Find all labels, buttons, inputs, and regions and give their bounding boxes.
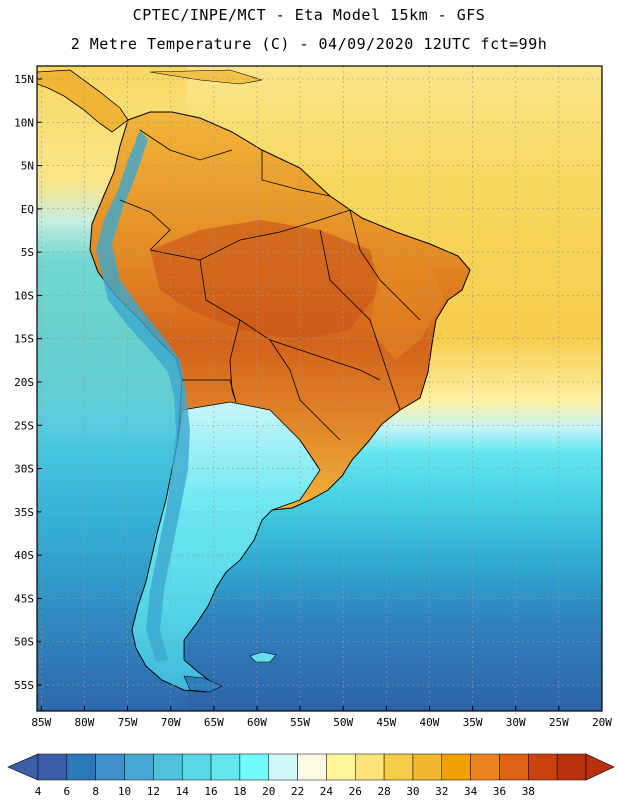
lon-tick-label: 65W xyxy=(204,716,224,729)
lon-tick-label: 40W xyxy=(420,716,440,729)
colorbar-swatch xyxy=(153,753,183,781)
colorbar-tick-label: 20 xyxy=(262,785,275,798)
lon-tick-label: 75W xyxy=(118,716,138,729)
colorbar-tick-label: 8 xyxy=(92,785,99,798)
andes-cold-band xyxy=(96,130,190,662)
colorbar-swatch xyxy=(326,753,356,781)
colorbar-swatch xyxy=(268,753,298,781)
colorbar-tick-label: 10 xyxy=(118,785,131,798)
lat-tick-label: 35S xyxy=(14,506,34,519)
lat-tick-label: 30S xyxy=(14,463,34,476)
colorbar-swatch xyxy=(66,753,96,781)
colorbar-tick-label: 12 xyxy=(147,785,160,798)
colorbar-low-arrow xyxy=(7,753,39,781)
colorbar-tick-label: 6 xyxy=(64,785,71,798)
colorbar-tick-label: 14 xyxy=(176,785,190,798)
tierra-del-fuego xyxy=(183,675,223,693)
colorbar-swatch xyxy=(181,753,212,781)
graticule-lines xyxy=(37,66,603,711)
colorbar-swatch xyxy=(37,753,68,781)
country-borders xyxy=(119,129,421,471)
lat-tick-label: 50S xyxy=(14,636,34,649)
lon-tick-label: 60W xyxy=(247,716,267,729)
colorbar-tick-label: 28 xyxy=(377,785,390,798)
lat-tick-label: 5S xyxy=(21,246,34,259)
lat-tick-label: 10N xyxy=(14,116,34,129)
colorbar-high-arrow xyxy=(585,753,615,781)
colorbar-swatch xyxy=(441,753,471,781)
lat-tick-label: 10S xyxy=(14,289,34,302)
lat-tick-label: 15S xyxy=(14,333,34,346)
colorbar-tick-label: 34 xyxy=(464,785,478,798)
lon-tick-label: 50W xyxy=(333,716,353,729)
map-frame xyxy=(36,65,603,712)
lat-tick-label: 45S xyxy=(14,592,34,605)
lon-tick-label: 20W xyxy=(592,716,612,729)
lon-tick-label: 55W xyxy=(290,716,310,729)
colorbar-tick-label: 26 xyxy=(349,785,362,798)
colorbar-swatch xyxy=(95,753,125,781)
lon-tick-label: 45W xyxy=(376,716,396,729)
colorbar-swatch xyxy=(412,753,443,781)
colorbar-tick-label: 36 xyxy=(493,785,506,798)
colorbar-tick-label: 30 xyxy=(406,785,419,798)
chart-title-line2: 2 Metre Temperature (C) - 04/09/2020 12U… xyxy=(70,35,548,53)
colorbar-tick-label: 18 xyxy=(233,785,246,798)
caribbean-islands xyxy=(149,69,263,85)
colorbar-tick-label: 24 xyxy=(320,785,334,798)
colorbar-tick-label: 38 xyxy=(522,785,535,798)
lon-tick-label: 25W xyxy=(549,716,569,729)
lon-tick-label: 70W xyxy=(161,716,181,729)
lon-tick-label: 85W xyxy=(31,716,51,729)
central-america-landmass xyxy=(37,69,129,133)
colorbar-swatch xyxy=(355,753,385,781)
lat-tick-label: 20S xyxy=(14,376,34,389)
colorbar-swatch xyxy=(210,753,241,781)
lat-tick-label: EQ xyxy=(21,203,34,216)
colorbar-swatch xyxy=(499,753,529,781)
lon-tick-label: 30W xyxy=(506,716,526,729)
colorbar-tick-label: 4 xyxy=(35,785,42,798)
colorbar-tick-label: 32 xyxy=(435,785,448,798)
colorbar-swatch xyxy=(528,753,558,781)
northeast-hot-zone xyxy=(370,260,445,360)
lat-tick-label: 25S xyxy=(14,419,34,432)
falkland-islands xyxy=(249,651,277,663)
colorbar: 4 6 8 10 12 14 16 18 20 22 24 26 28 30 32 34 36 38 xyxy=(7,753,615,798)
colorbar-tick-label: 22 xyxy=(291,785,304,798)
lon-tick-label: 35W xyxy=(463,716,483,729)
lat-tick-label: 55S xyxy=(14,679,34,692)
colorbar-swatch xyxy=(556,753,587,781)
chart-title-line1: CPTEC/INPE/MCT - Eta Model 15km - GFS xyxy=(132,6,486,24)
colorbar-tick-label: 16 xyxy=(204,785,217,798)
colorbar-swatch xyxy=(297,753,327,781)
colorbar-swatch xyxy=(470,753,500,781)
colorbar-swatch xyxy=(383,753,414,781)
colorbar-swatch xyxy=(124,753,154,781)
lat-tick-label: 15N xyxy=(14,73,34,86)
lat-tick-label: 5N xyxy=(21,160,34,173)
lat-tick-label: 40S xyxy=(14,549,34,562)
lon-tick-label: 80W xyxy=(75,716,95,729)
colorbar-swatch xyxy=(239,753,269,781)
amazon-hot-core xyxy=(150,220,380,340)
